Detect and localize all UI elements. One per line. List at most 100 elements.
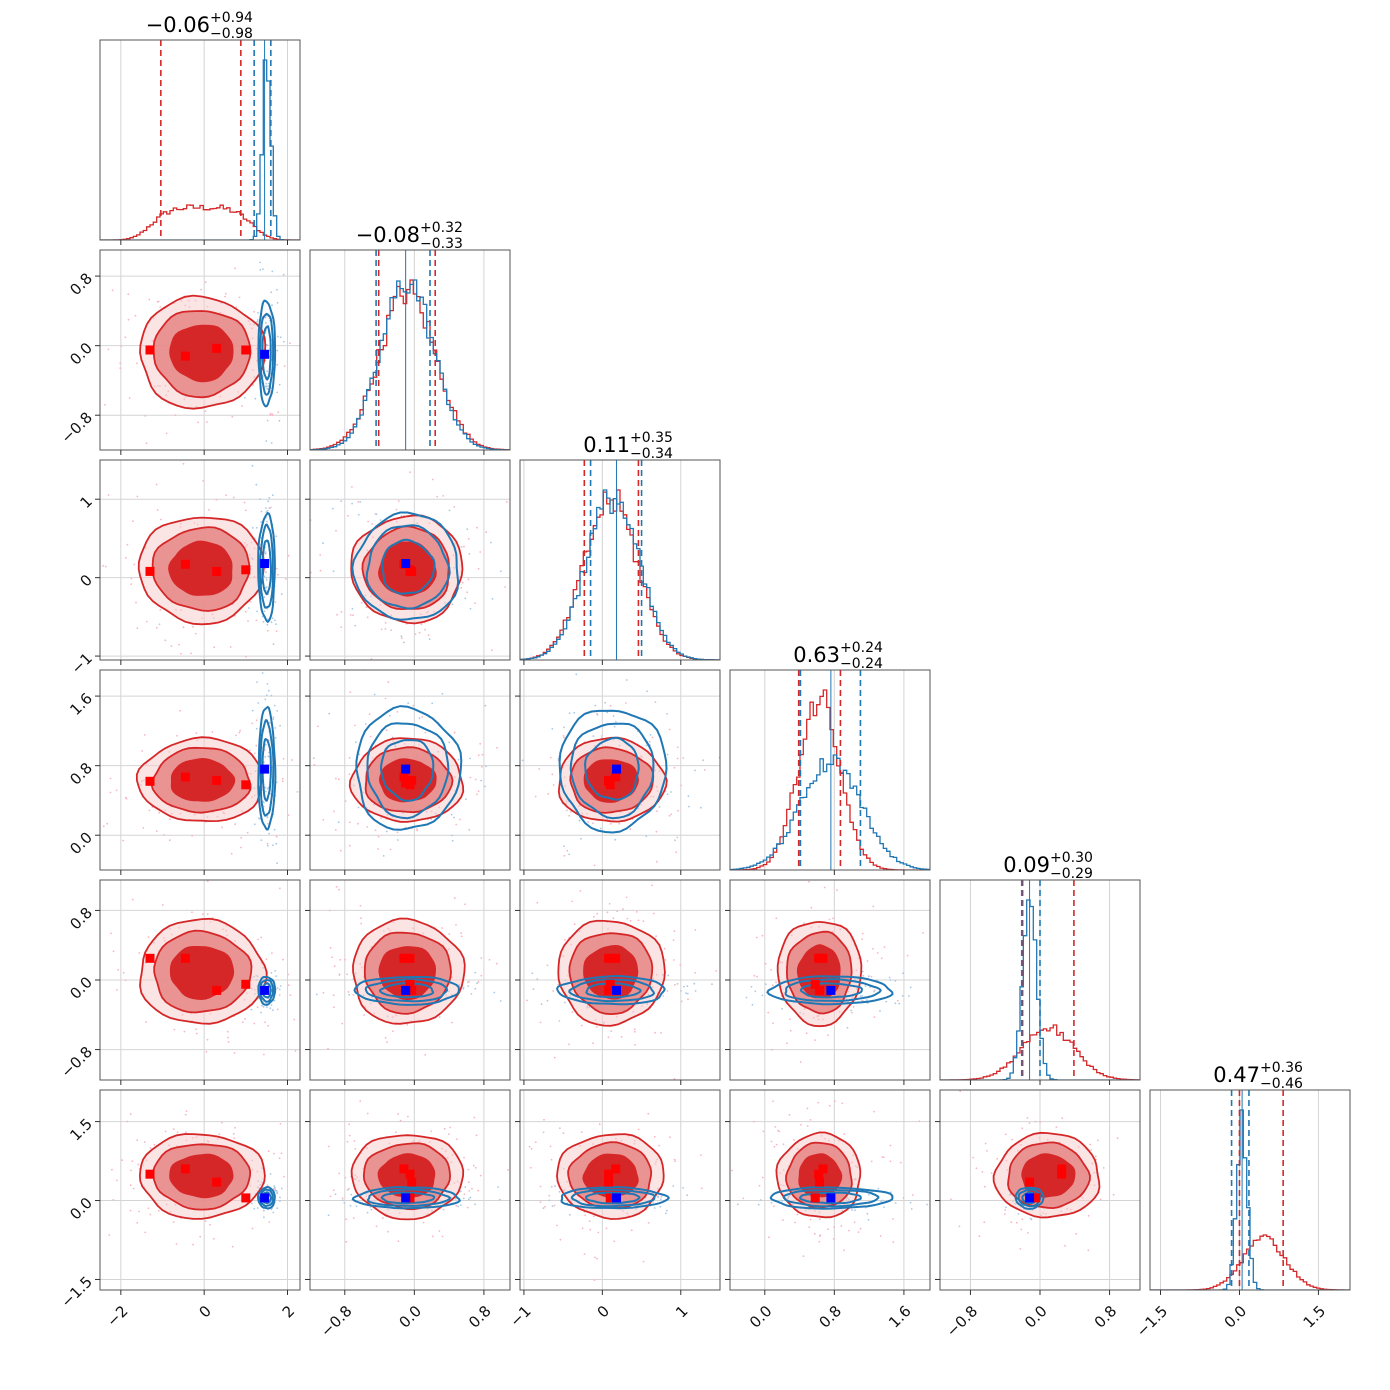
red-marker xyxy=(399,1164,409,1174)
blue-sample-dot xyxy=(558,1190,561,1193)
red-sample-dot xyxy=(232,496,235,499)
blue-sample-dot xyxy=(279,985,282,987)
red-sample-dot xyxy=(176,734,179,737)
red-sample-dot xyxy=(371,523,374,525)
blue-sample-dot xyxy=(464,597,467,600)
red-sample-dot xyxy=(313,1177,315,1179)
red-sample-dot xyxy=(827,1034,829,1036)
y-tick-label: −1.5 xyxy=(58,1273,96,1311)
red-sample-dot xyxy=(1061,1117,1064,1120)
red-sample-dot xyxy=(183,1030,186,1033)
title-plus: +0.36 xyxy=(1260,1060,1303,1076)
red-sample-dot xyxy=(534,1141,537,1143)
red-sample-dot xyxy=(363,1014,365,1016)
red-sample-dot xyxy=(365,606,368,608)
red-sample-dot xyxy=(536,901,539,904)
red-sample-dot xyxy=(335,885,338,888)
red-sample-dot xyxy=(673,930,676,933)
blue-sample-dot xyxy=(414,666,416,668)
blue-sample-dot xyxy=(536,978,539,980)
red-sample-dot xyxy=(480,974,483,977)
red-sample-dot xyxy=(161,904,164,906)
blue-sample-dot xyxy=(351,502,353,505)
y-tick-label: 0 xyxy=(77,571,96,590)
red-sample-dot xyxy=(562,735,565,737)
red-sample-dot xyxy=(859,1227,862,1230)
red-marker xyxy=(814,1169,824,1179)
title-plus: +0.30 xyxy=(1050,850,1093,866)
blue-sample-dot xyxy=(261,1004,263,1007)
blue-sample-dot xyxy=(265,507,267,509)
red-sample-dot xyxy=(550,878,552,880)
panel-1-0: −0.8 0.0 0.8 xyxy=(58,249,301,455)
blue-sample-dot xyxy=(275,975,277,977)
blue-sample-dot xyxy=(260,521,262,523)
blue-sample-dot xyxy=(448,741,451,744)
blue-sample-dot xyxy=(933,1201,935,1203)
red-sample-dot xyxy=(442,495,445,497)
red-marker xyxy=(407,1177,417,1187)
red-sample-dot xyxy=(241,405,243,407)
title-value: 0.09 xyxy=(1003,853,1050,877)
blue-sample-dot xyxy=(258,817,260,820)
blue-sample-dot xyxy=(469,607,472,610)
red-sample-dot xyxy=(244,610,247,613)
red-sample-dot xyxy=(279,887,281,890)
red-sample-dot xyxy=(273,1152,275,1155)
blue-sample-dot xyxy=(454,1197,457,1200)
blue-sample-dot xyxy=(540,1003,543,1006)
panel-3-1 xyxy=(305,666,511,875)
blue-sample-dot xyxy=(476,982,478,985)
red-sample-dot xyxy=(488,958,491,961)
x-tick-label: 0.8 xyxy=(1091,1302,1121,1332)
red-sample-dot xyxy=(322,991,325,994)
blue-sample-dot xyxy=(278,419,281,422)
red-sample-dot xyxy=(327,1047,329,1050)
red-sample-dot xyxy=(742,1197,745,1200)
blue-sample-dot xyxy=(575,673,578,676)
red-sample-dot xyxy=(474,778,477,781)
red-sample-dot xyxy=(507,781,509,783)
blue-sample-dot xyxy=(881,1199,884,1202)
red-sample-dot xyxy=(593,1215,595,1218)
red-sample-dot xyxy=(230,852,233,855)
red-sample-dot xyxy=(808,1226,811,1228)
truth-marker xyxy=(401,1193,411,1203)
blue-sample-dot xyxy=(257,702,260,704)
blue-sample-dot xyxy=(269,1173,272,1175)
red-sample-dot xyxy=(1011,1138,1013,1141)
blue-sample-dot xyxy=(265,511,268,513)
red-sample-dot xyxy=(633,1028,636,1031)
x-tick-label: 0.8 xyxy=(815,1302,845,1332)
red-sample-dot xyxy=(80,1034,82,1036)
blue-sample-dot xyxy=(350,1193,353,1196)
panel-frame xyxy=(309,459,511,661)
title-plus: +0.94 xyxy=(210,10,253,26)
blue-contour xyxy=(258,523,274,609)
red-sample-dot xyxy=(983,1185,986,1188)
blue-sample-dot xyxy=(851,1209,853,1211)
red-sample-dot xyxy=(481,766,483,768)
red-sample-dot xyxy=(245,509,247,512)
blue-sample-dot xyxy=(265,579,268,581)
blue-sample-dot xyxy=(273,999,276,1002)
red-sample-dot xyxy=(460,935,463,938)
red-sample-dot xyxy=(422,1221,425,1224)
red-sample-dot xyxy=(266,1184,269,1187)
red-sample-dot xyxy=(252,384,254,386)
blue-sample-dot xyxy=(263,801,265,804)
blue-sample-dot xyxy=(864,985,867,987)
red-sample-dot xyxy=(612,917,615,920)
red-sample-dot xyxy=(958,1225,961,1228)
blue-sample-dot xyxy=(274,737,277,739)
truth-marker xyxy=(612,985,621,995)
red-sample-dot xyxy=(833,1226,835,1229)
red-sample-dot xyxy=(1028,1122,1031,1124)
red-sample-dot xyxy=(136,495,139,498)
blue-sample-dot xyxy=(666,713,668,715)
red-sample-dot xyxy=(253,752,256,755)
blue-sample-dot xyxy=(275,1189,278,1192)
x-tick-label: 0.0 xyxy=(1021,1302,1051,1332)
x-tick-label: 0.0 xyxy=(395,1302,425,1332)
red-sample-dot xyxy=(348,1187,350,1190)
